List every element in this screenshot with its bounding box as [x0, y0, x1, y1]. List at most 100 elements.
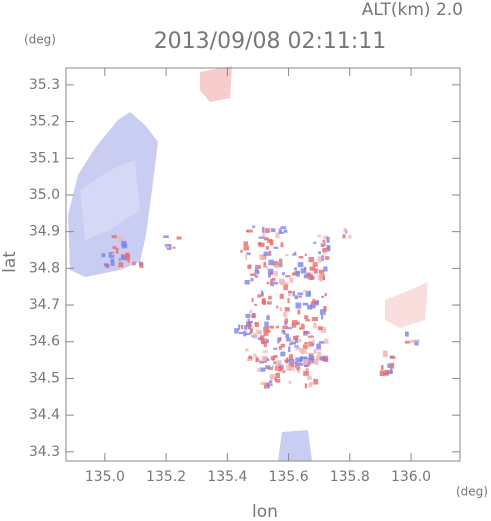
echo-speckle: [286, 337, 291, 342]
echo-speckle: [240, 249, 243, 253]
echo-speckle: [115, 247, 119, 254]
echo-speckle: [283, 284, 288, 291]
echo-speckle: [265, 365, 271, 370]
echo-speckle: [108, 252, 115, 258]
echo-speckle: [266, 281, 270, 285]
echo-speckle: [313, 349, 317, 354]
echo-speckle: [259, 360, 265, 364]
echo-speckle: [268, 366, 273, 370]
echo-speckle: [297, 262, 304, 268]
echo-speckle: [269, 375, 274, 380]
echo-speckle: [283, 229, 288, 233]
echo-speckle: [267, 238, 273, 243]
echo-speckle: [253, 353, 257, 357]
echo-speckle: [294, 345, 299, 348]
x-tick-label: 135.0: [85, 469, 125, 485]
echo-speckle: [110, 260, 115, 266]
echo-speckle: [307, 375, 312, 381]
echo-speckle: [277, 263, 283, 268]
echo-speckle: [295, 357, 302, 363]
echo-speckle: [101, 253, 106, 258]
echo-speckle: [273, 347, 278, 350]
y-tick-label: 35.3: [29, 77, 60, 93]
echo-speckle: [278, 346, 282, 350]
echo-speckle: [268, 295, 272, 300]
echo-speckle: [266, 383, 270, 387]
echo-speckle: [306, 272, 311, 277]
echo-speckle: [308, 335, 314, 338]
echo-speckle: [270, 383, 273, 387]
echo-speckle: [254, 303, 258, 306]
x-unit: (deg): [456, 485, 488, 499]
echo-speckle: [404, 331, 409, 337]
echo-speckle: [273, 354, 278, 358]
echo-speckle: [297, 368, 301, 374]
echo-speckle: [247, 323, 251, 330]
echo-speckle: [270, 356, 276, 361]
echo-speckle: [321, 314, 324, 320]
echo-speckle: [270, 278, 273, 285]
echo-speckle: [164, 244, 170, 247]
echo-speckle: [309, 266, 316, 271]
echo-speckle: [308, 256, 315, 263]
echo-speckle: [414, 339, 420, 343]
echo-speckle: [294, 295, 299, 300]
echo-speckle: [324, 292, 327, 297]
echo-speckle: [317, 256, 322, 261]
echo-speckle: [390, 356, 396, 359]
echo-speckle: [414, 339, 419, 346]
echo-speckle: [310, 301, 317, 306]
echo-speckle: [318, 269, 325, 274]
echo-speckle: [324, 256, 330, 260]
echo-speckle: [111, 235, 117, 239]
echo-region: [80, 160, 140, 240]
echo-speckle: [302, 344, 308, 349]
echo-speckle: [342, 236, 346, 239]
echo-speckle: [263, 237, 269, 241]
echo-speckle: [279, 258, 283, 264]
echo-speckle: [264, 321, 269, 327]
x-tick-label: 135.2: [146, 469, 186, 485]
echo-speckle: [294, 271, 300, 275]
echo-speckle: [298, 295, 302, 298]
echo-speckle: [284, 318, 289, 324]
echo-speckle: [245, 348, 249, 352]
echo-speckle: [387, 370, 393, 375]
echo-speckle: [303, 370, 309, 376]
echo-speckle: [318, 341, 325, 344]
echo-speckle: [384, 370, 389, 376]
echo-speckle: [298, 338, 302, 343]
echo-speckle: [266, 315, 270, 321]
echo-speckle: [327, 245, 331, 252]
echo-speckle: [294, 337, 299, 344]
echo-speckle: [254, 275, 259, 278]
echo-speckle: [121, 255, 126, 261]
echo-speckle: [314, 269, 318, 274]
echo-speckle: [291, 323, 297, 328]
echo-speckle: [284, 306, 290, 312]
echo-speckle: [303, 356, 308, 362]
echo-speckle: [277, 337, 281, 342]
echo-speckle: [317, 326, 323, 331]
echo-speckle: [312, 316, 319, 322]
echo-speckle: [308, 353, 314, 358]
echo-speckle: [288, 346, 291, 353]
echo-field: [68, 66, 428, 461]
echo-speckle: [263, 341, 267, 348]
echo-speckle: [304, 253, 308, 256]
echo-speckle: [313, 358, 319, 363]
echo-speckle: [298, 256, 304, 259]
echo-speckle: [257, 294, 262, 298]
echo-speckle: [323, 251, 326, 255]
echo-speckle: [305, 368, 309, 371]
echo-speckle: [313, 241, 317, 244]
echo-speckle: [280, 242, 284, 248]
y-unit: (deg): [24, 33, 56, 47]
echo-speckle: [286, 364, 292, 371]
echo-speckle: [279, 337, 282, 341]
y-tick-label: 35.2: [29, 114, 60, 130]
echo-speckle: [266, 358, 270, 362]
echo-speckle: [273, 261, 279, 267]
echo-speckle: [309, 355, 315, 361]
echo-speckle: [322, 247, 328, 253]
